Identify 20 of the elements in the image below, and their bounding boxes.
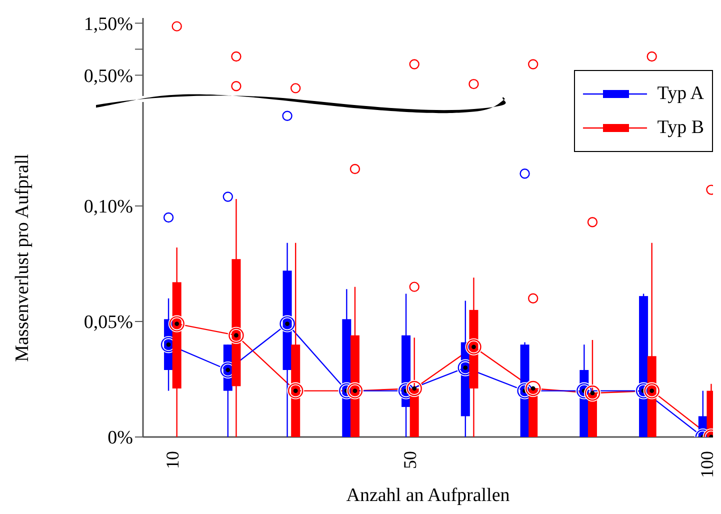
x-tick-label: 50 [400,451,420,469]
point [468,78,479,90]
point [409,59,420,70]
y-tick-label: 0% [108,428,134,449]
y-tick-label: 0,10% [84,196,134,218]
y-tick-label: 0,50% [84,66,134,87]
point [528,59,538,70]
x-tick-label: 100 [697,451,718,478]
point [172,21,182,32]
y-tick-label: 0,05% [84,312,134,334]
legend-label: Typ A [657,83,704,105]
y-tick-label: 1,50% [84,14,134,35]
point [290,83,301,94]
point [646,51,657,62]
point [231,51,242,62]
point [231,81,242,92]
legend-label: Typ B [657,117,704,139]
x-tick-label: 10 [162,451,183,469]
x-axis-title: Anzahl an Aufprallen [346,485,510,506]
y-axis-title: Massenverlust pro Aufprall [12,154,34,362]
